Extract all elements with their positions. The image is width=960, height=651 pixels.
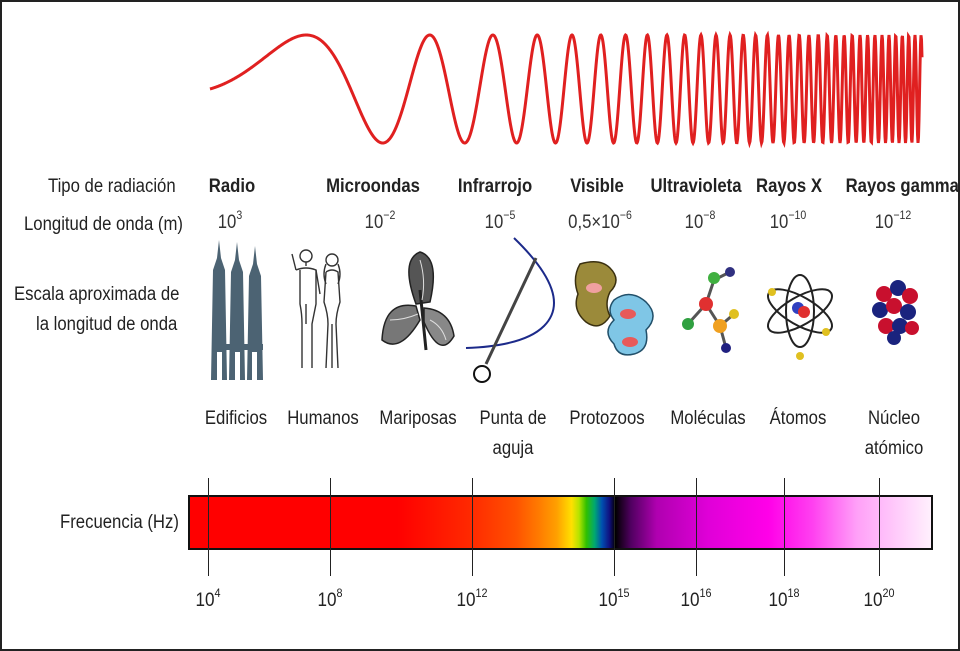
row-label-scale-1: Escala aproximada de: [14, 284, 180, 305]
frequency-label: 1018: [768, 586, 800, 611]
wave-graphic: [209, 30, 924, 149]
wavelength-ultravioleta: 10−8: [684, 208, 716, 233]
object-nucleo-atomico: Núcleo atómico: [864, 408, 924, 459]
frequency-tick: [208, 478, 209, 576]
wavelength-rayos-gamma: 10−12: [874, 208, 912, 233]
frequency-tick: [330, 478, 331, 576]
object-atomos: Átomos: [769, 408, 827, 429]
category-infrarrojo: Infrarrojo: [457, 176, 533, 197]
frequency-label: 1015: [598, 586, 630, 611]
object-mariposas: Mariposas: [379, 408, 457, 429]
category-rayos-gamma: Rayos gamma: [845, 176, 959, 197]
protozoa-icon: [574, 261, 654, 356]
row-label-frequency: Frecuencia (Hz): [60, 512, 179, 533]
frequency-spectrum-bar: [188, 495, 933, 550]
wavelength-infrarrojo: 10−5: [484, 208, 516, 233]
frequency-label: 1020: [863, 586, 895, 611]
category-ultravioleta: Ultravioleta: [650, 176, 742, 197]
row-label-wavelength: Longitud de onda (m): [24, 214, 183, 235]
frequency-tick: [879, 478, 880, 576]
nucleus-icon: [872, 280, 919, 345]
object-humanos: Humanos: [287, 408, 359, 429]
object-punta-de-aguja: Punta de aguja: [479, 408, 547, 459]
wavelength-visible: 0,5×10−6: [568, 208, 632, 233]
row-label-type: Tipo de radiación: [48, 176, 176, 197]
category-rayos-x: Rayos X: [756, 176, 822, 197]
object-moleculas: Moléculas: [670, 408, 746, 429]
row-label-scale-2: la longitud de onda: [36, 314, 178, 335]
category-microondas: Microondas: [326, 176, 420, 197]
needle-icon: [465, 237, 555, 383]
frequency-tick: [696, 478, 697, 576]
frequency-label: 1016: [680, 586, 712, 611]
molecule-icon: [682, 267, 739, 353]
buildings-icon: [211, 240, 263, 380]
category-radio: Radio: [208, 176, 256, 197]
wavelength-microondas: 10−2: [364, 208, 396, 233]
frequency-tick: [784, 478, 785, 576]
frequency-label: 108: [317, 586, 343, 611]
wavelength-rayos-x: 10−10: [769, 208, 807, 233]
humans-icon: [291, 249, 341, 369]
butterfly-icon: [381, 251, 455, 351]
object-edificios: Edificios: [204, 408, 268, 429]
wavelength-radio: 103: [217, 208, 243, 233]
atom-icon: [767, 274, 833, 360]
frequency-label: 1012: [456, 586, 488, 611]
object-protozoos: Protozoos: [569, 408, 645, 429]
frequency-tick: [472, 478, 473, 576]
category-visible: Visible: [570, 176, 624, 197]
frequency-tick: [614, 478, 615, 576]
frequency-label: 104: [195, 586, 221, 611]
